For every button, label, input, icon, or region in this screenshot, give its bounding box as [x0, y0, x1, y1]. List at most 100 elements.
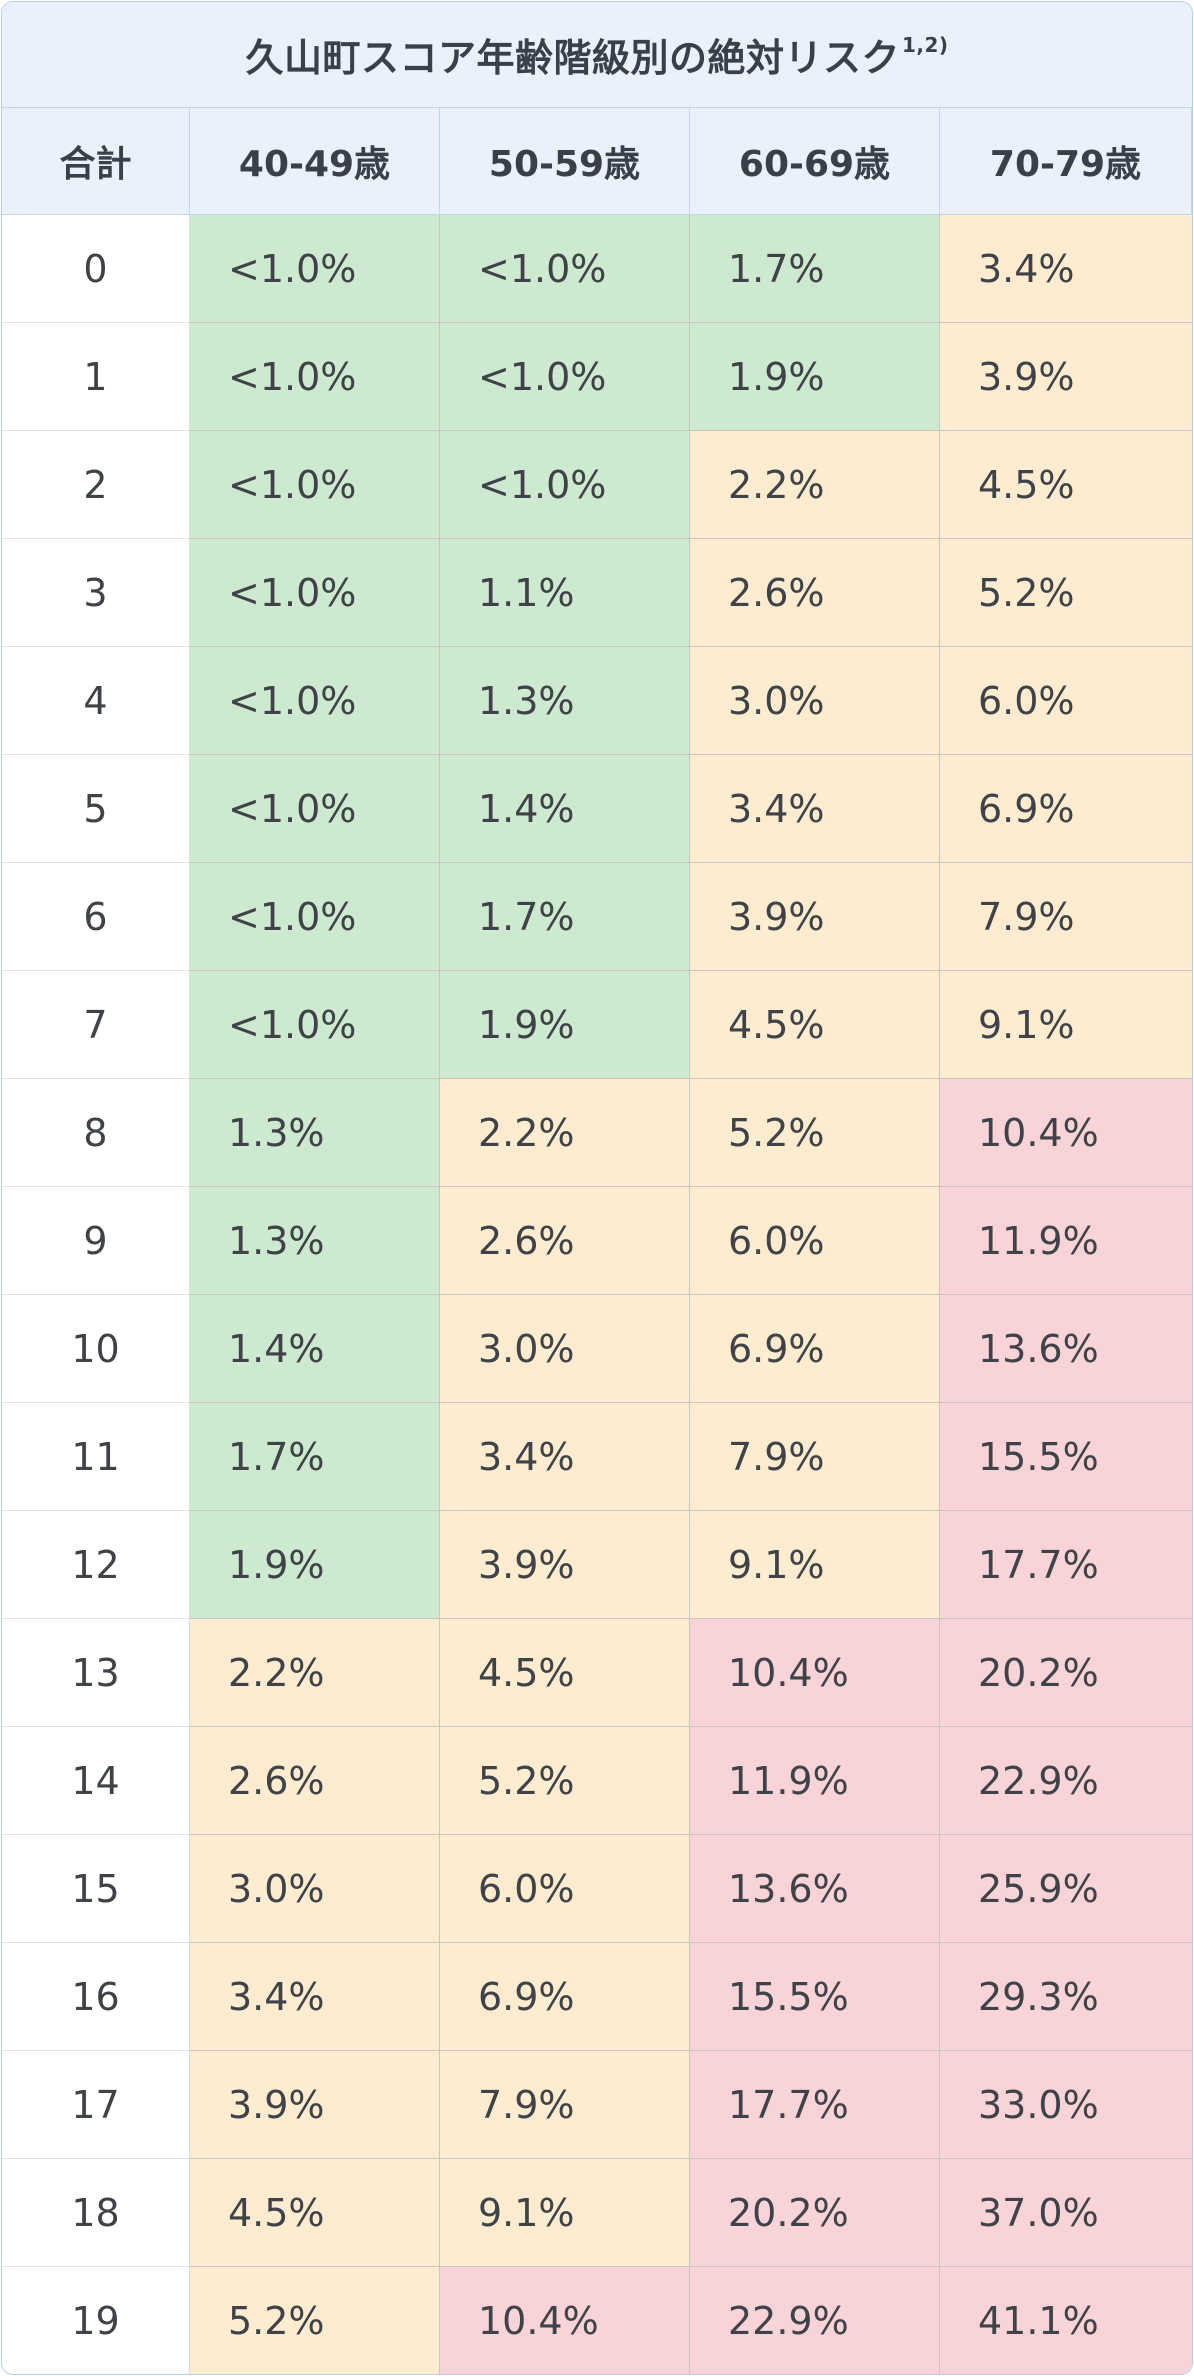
risk-cell: <1.0%: [440, 431, 690, 539]
risk-cell: 3.9%: [190, 2051, 440, 2159]
risk-cell: 2.6%: [190, 1727, 440, 1835]
table-title: 久山町スコア年齢階級別の絶対リスク 1,2): [2, 2, 1192, 108]
risk-cell: 5.2%: [440, 1727, 690, 1835]
risk-cell: <1.0%: [190, 755, 440, 863]
row-total-score: 9: [2, 1187, 190, 1295]
risk-cell: 10.4%: [440, 2267, 690, 2374]
risk-cell: 3.0%: [440, 1295, 690, 1403]
row-total-score: 0: [2, 215, 190, 323]
risk-cell: <1.0%: [190, 863, 440, 971]
risk-cell: 20.2%: [690, 2159, 940, 2267]
risk-cell: 3.0%: [190, 1835, 440, 1943]
risk-cell: <1.0%: [190, 323, 440, 431]
risk-cell: 17.7%: [940, 1511, 1192, 1619]
risk-cell: 1.3%: [190, 1187, 440, 1295]
risk-cell: 1.7%: [690, 215, 940, 323]
risk-cell: 41.1%: [940, 2267, 1192, 2374]
risk-cell: 1.4%: [190, 1295, 440, 1403]
risk-cell: 1.7%: [440, 863, 690, 971]
risk-cell: 11.9%: [690, 1727, 940, 1835]
risk-cell: 5.2%: [190, 2267, 440, 2374]
risk-cell: 9.1%: [940, 971, 1192, 1079]
row-total-score: 1: [2, 323, 190, 431]
risk-cell: 4.5%: [940, 431, 1192, 539]
risk-cell: <1.0%: [440, 323, 690, 431]
risk-cell: 6.0%: [690, 1187, 940, 1295]
risk-cell: 4.5%: [190, 2159, 440, 2267]
risk-cell: 9.1%: [440, 2159, 690, 2267]
risk-cell: 3.9%: [690, 863, 940, 971]
table-title-text: 久山町スコア年齢階級別の絶対リスク: [245, 36, 900, 80]
risk-cell: 6.9%: [940, 755, 1192, 863]
risk-cell: 6.9%: [440, 1943, 690, 2051]
risk-cell: <1.0%: [440, 215, 690, 323]
risk-cell: 7.9%: [440, 2051, 690, 2159]
risk-cell: 20.2%: [940, 1619, 1192, 1727]
risk-cell: 10.4%: [690, 1619, 940, 1727]
risk-cell: 3.4%: [440, 1403, 690, 1511]
risk-cell: 25.9%: [940, 1835, 1192, 1943]
risk-cell: 29.3%: [940, 1943, 1192, 2051]
risk-cell: 1.9%: [190, 1511, 440, 1619]
risk-cell: <1.0%: [190, 215, 440, 323]
risk-cell: 3.4%: [690, 755, 940, 863]
risk-cell: 2.2%: [440, 1079, 690, 1187]
risk-cell: 3.9%: [940, 323, 1192, 431]
risk-cell: 5.2%: [940, 539, 1192, 647]
row-total-score: 13: [2, 1619, 190, 1727]
risk-cell: 13.6%: [690, 1835, 940, 1943]
risk-cell: <1.0%: [190, 971, 440, 1079]
row-total-score: 12: [2, 1511, 190, 1619]
row-total-score: 15: [2, 1835, 190, 1943]
risk-cell: 3.4%: [190, 1943, 440, 2051]
column-header-age-40-49: 40-49歳: [190, 108, 440, 215]
risk-cell: 11.9%: [940, 1187, 1192, 1295]
risk-cell: 33.0%: [940, 2051, 1192, 2159]
row-total-score: 18: [2, 2159, 190, 2267]
row-total-score: 3: [2, 539, 190, 647]
risk-cell: 2.2%: [690, 431, 940, 539]
risk-cell: <1.0%: [190, 647, 440, 755]
row-total-score: 8: [2, 1079, 190, 1187]
row-total-score: 4: [2, 647, 190, 755]
row-total-score: 2: [2, 431, 190, 539]
risk-cell: 13.6%: [940, 1295, 1192, 1403]
row-total-score: 5: [2, 755, 190, 863]
risk-cell: 1.9%: [690, 323, 940, 431]
risk-cell: 1.3%: [190, 1079, 440, 1187]
title-footnote-ref: 1,2): [901, 32, 949, 57]
risk-cell: 22.9%: [940, 1727, 1192, 1835]
row-total-score: 14: [2, 1727, 190, 1835]
column-header-age-70-79: 70-79歳: [940, 108, 1192, 215]
risk-cell: 1.7%: [190, 1403, 440, 1511]
column-header-age-60-69: 60-69歳: [690, 108, 940, 215]
risk-cell: 4.5%: [690, 971, 940, 1079]
row-total-score: 7: [2, 971, 190, 1079]
risk-cell: 6.9%: [690, 1295, 940, 1403]
row-total-score: 19: [2, 2267, 190, 2374]
risk-cell: 9.1%: [690, 1511, 940, 1619]
risk-cell: 5.2%: [690, 1079, 940, 1187]
risk-cell: 2.6%: [690, 539, 940, 647]
column-header-age-50-59: 50-59歳: [440, 108, 690, 215]
row-total-score: 10: [2, 1295, 190, 1403]
risk-cell: <1.0%: [190, 431, 440, 539]
risk-cell: 3.4%: [940, 215, 1192, 323]
risk-cell: 2.2%: [190, 1619, 440, 1727]
risk-cell: <1.0%: [190, 539, 440, 647]
risk-cell: 3.9%: [440, 1511, 690, 1619]
risk-cell: 3.0%: [690, 647, 940, 755]
row-total-score: 17: [2, 2051, 190, 2159]
risk-cell: 1.9%: [440, 971, 690, 1079]
risk-cell: 15.5%: [690, 1943, 940, 2051]
row-total-score: 16: [2, 1943, 190, 2051]
row-total-score: 6: [2, 863, 190, 971]
risk-cell: 4.5%: [440, 1619, 690, 1727]
risk-cell: 6.0%: [940, 647, 1192, 755]
risk-cell: 1.3%: [440, 647, 690, 755]
risk-cell: 6.0%: [440, 1835, 690, 1943]
risk-cell: 37.0%: [940, 2159, 1192, 2267]
row-total-score: 11: [2, 1403, 190, 1511]
risk-cell: 7.9%: [690, 1403, 940, 1511]
